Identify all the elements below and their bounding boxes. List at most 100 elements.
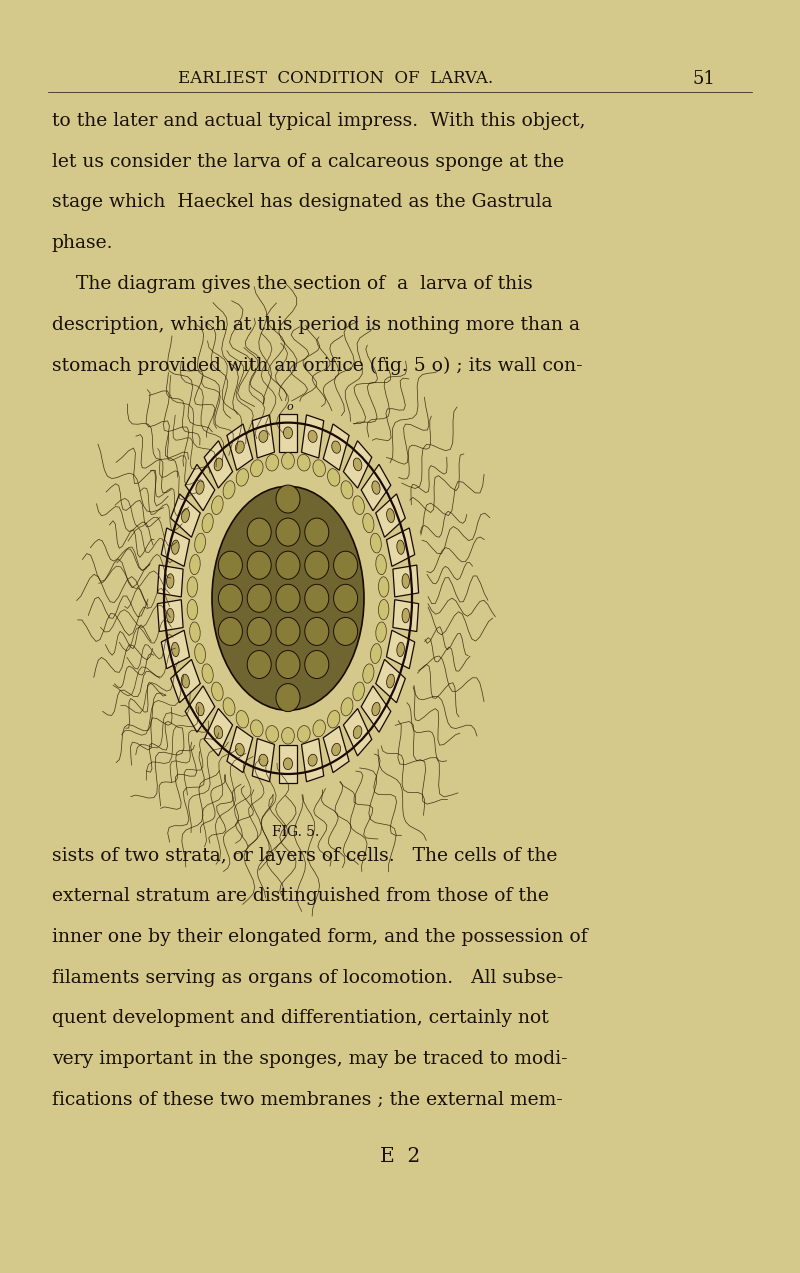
Ellipse shape	[378, 577, 389, 597]
Ellipse shape	[202, 663, 214, 684]
Ellipse shape	[305, 617, 329, 645]
Bar	[343, 440, 372, 488]
Ellipse shape	[334, 551, 358, 579]
Ellipse shape	[308, 754, 317, 766]
Ellipse shape	[182, 675, 190, 687]
Ellipse shape	[187, 600, 198, 620]
Ellipse shape	[223, 698, 235, 715]
Ellipse shape	[166, 574, 174, 588]
Ellipse shape	[353, 496, 365, 514]
Bar	[252, 738, 274, 782]
Bar	[186, 686, 215, 732]
Bar	[393, 600, 418, 631]
Ellipse shape	[354, 458, 362, 471]
Ellipse shape	[402, 574, 410, 588]
Ellipse shape	[308, 430, 317, 443]
Ellipse shape	[211, 496, 223, 514]
Text: external stratum are distinguished from those of the: external stratum are distinguished from …	[52, 887, 549, 905]
Ellipse shape	[190, 555, 200, 574]
Ellipse shape	[276, 651, 300, 679]
Ellipse shape	[247, 551, 271, 579]
Bar	[204, 440, 233, 488]
Ellipse shape	[372, 481, 380, 494]
Ellipse shape	[276, 518, 300, 546]
Ellipse shape	[305, 518, 329, 546]
Ellipse shape	[386, 675, 394, 687]
Ellipse shape	[341, 481, 353, 499]
Bar	[170, 494, 200, 537]
Ellipse shape	[341, 698, 353, 715]
Bar	[386, 528, 414, 566]
Bar	[227, 424, 253, 470]
Ellipse shape	[247, 518, 271, 546]
Bar	[361, 465, 390, 510]
Ellipse shape	[276, 684, 300, 712]
Text: stomach provided with an orifice (fig. 5 o) ; its wall con-: stomach provided with an orifice (fig. 5…	[52, 356, 582, 374]
Ellipse shape	[372, 703, 380, 715]
Text: stage which  Haeckel has designated as the Gastrula: stage which Haeckel has designated as th…	[52, 193, 553, 211]
Bar	[343, 709, 372, 756]
Bar	[376, 659, 406, 703]
Text: phase.: phase.	[52, 234, 114, 252]
Ellipse shape	[362, 663, 374, 684]
Text: fications of these two membranes ; the external mem-: fications of these two membranes ; the e…	[52, 1091, 562, 1109]
Text: filaments serving as organs of locomotion.   All subse-: filaments serving as organs of locomotio…	[52, 969, 563, 987]
Ellipse shape	[332, 440, 341, 453]
Bar	[279, 745, 297, 783]
Ellipse shape	[334, 617, 358, 645]
Text: to the later and actual typical impress.  With this object,: to the later and actual typical impress.…	[52, 112, 586, 130]
Ellipse shape	[247, 651, 271, 679]
Text: let us consider the larva of a calcareous sponge at the: let us consider the larva of a calcareou…	[52, 153, 564, 171]
Ellipse shape	[247, 617, 271, 645]
Text: description, which at this period is nothing more than a: description, which at this period is not…	[52, 316, 580, 334]
Ellipse shape	[236, 468, 249, 486]
Text: quent development and differentiation, certainly not: quent development and differentiation, c…	[52, 1009, 549, 1027]
Ellipse shape	[250, 719, 263, 737]
Ellipse shape	[378, 600, 389, 620]
Ellipse shape	[211, 682, 223, 700]
Text: The diagram gives the section of  a  larva of this: The diagram gives the section of a larva…	[76, 275, 533, 293]
Ellipse shape	[354, 726, 362, 738]
Ellipse shape	[313, 719, 326, 737]
Ellipse shape	[218, 617, 242, 645]
Bar	[393, 565, 418, 597]
Text: o: o	[287, 402, 294, 412]
Bar	[279, 414, 297, 452]
Ellipse shape	[223, 481, 235, 499]
Ellipse shape	[218, 584, 242, 612]
Ellipse shape	[276, 617, 300, 645]
Ellipse shape	[196, 481, 204, 494]
Text: very important in the sponges, may be traced to modi-: very important in the sponges, may be tr…	[52, 1050, 568, 1068]
Ellipse shape	[259, 430, 268, 443]
Ellipse shape	[190, 622, 200, 642]
Ellipse shape	[236, 710, 249, 728]
Ellipse shape	[327, 710, 340, 728]
Ellipse shape	[353, 682, 365, 700]
Ellipse shape	[172, 540, 179, 554]
Ellipse shape	[202, 513, 214, 533]
Bar	[302, 415, 324, 458]
Ellipse shape	[298, 726, 310, 742]
Ellipse shape	[376, 622, 386, 642]
Ellipse shape	[305, 651, 329, 679]
Bar	[227, 727, 253, 773]
Ellipse shape	[194, 533, 206, 552]
Ellipse shape	[259, 754, 268, 766]
Text: FIG. 5.: FIG. 5.	[272, 825, 320, 839]
Ellipse shape	[182, 509, 190, 522]
Ellipse shape	[283, 757, 293, 770]
Ellipse shape	[282, 453, 294, 470]
Bar	[386, 630, 414, 668]
Ellipse shape	[370, 644, 382, 663]
Ellipse shape	[334, 584, 358, 612]
Bar	[186, 465, 215, 510]
Ellipse shape	[298, 454, 310, 471]
Bar	[162, 630, 190, 668]
Ellipse shape	[214, 726, 222, 738]
Text: sists of two strata, or layers of cells.   The cells of the: sists of two strata, or layers of cells.…	[52, 847, 558, 864]
Bar	[323, 424, 349, 470]
Ellipse shape	[250, 460, 263, 477]
Text: E  2: E 2	[380, 1147, 420, 1166]
Bar	[376, 494, 406, 537]
Ellipse shape	[172, 643, 179, 657]
